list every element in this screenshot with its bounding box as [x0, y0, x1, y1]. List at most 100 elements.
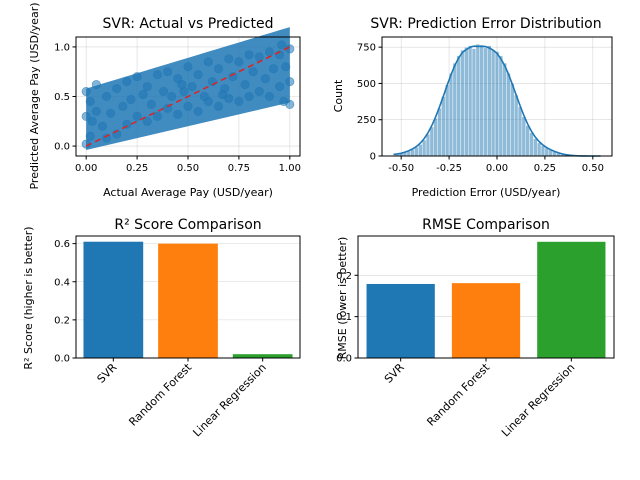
histogram-bar [514, 94, 519, 157]
scatter-point [102, 92, 112, 102]
histogram-bar [487, 45, 492, 157]
scatter-point [85, 96, 95, 106]
rmse-bar-svr [366, 283, 435, 358]
histogram-bar [483, 47, 488, 157]
scatter-y-axis-label: Predicted Average Pay (USD/year) [28, 2, 41, 189]
scatter-point [275, 82, 285, 92]
scatter-point [91, 80, 101, 90]
histogram-bar [533, 138, 538, 157]
scatter-point [234, 57, 244, 67]
histogram-title: SVR: Prediction Error Distribution [370, 16, 601, 32]
histogram-bar [479, 44, 484, 157]
histogram-bar [525, 125, 530, 157]
scatter-point [132, 111, 142, 121]
scatter-x-tick-label: 0.75 [228, 163, 250, 174]
scatter-point [132, 72, 142, 82]
r2-title: R² Score Comparison [114, 217, 261, 233]
r2-y-tick-label: 0.0 [54, 354, 70, 365]
r2-plot-frame [75, 235, 301, 359]
histogram-bar [491, 49, 496, 157]
rmse-plot-frame [357, 235, 615, 359]
rmse-y-tick-label: 0.2 [336, 271, 352, 282]
scatter-point [102, 133, 112, 143]
histogram-bar [456, 55, 461, 157]
histogram-bar [433, 118, 438, 157]
scatter-point [87, 116, 97, 126]
scatter-point [138, 90, 148, 100]
scatter-point [214, 64, 224, 74]
scatter-x-tick-label: 0.25 [126, 163, 148, 174]
scatter-point [106, 108, 116, 118]
histogram-bar [510, 83, 515, 157]
scatter-point [228, 72, 238, 82]
scatter-point [254, 52, 264, 62]
histogram-bar [521, 116, 526, 157]
histogram-bar [448, 73, 454, 157]
scatter-point [167, 92, 177, 102]
histogram-x-tick-label: 0.00 [486, 163, 508, 174]
scatter-point [183, 62, 193, 72]
rmse-title: RMSE Comparison [422, 217, 550, 233]
scatter-point [224, 54, 234, 64]
r2-bar-linear-regression [232, 354, 293, 358]
histogram-x-tick-label: 0.25 [534, 163, 556, 174]
histogram-x-tick-label: 0.50 [582, 163, 604, 174]
scatter-point [112, 84, 122, 94]
scatter-point [285, 77, 295, 87]
scatter-point [122, 77, 132, 87]
scatter-point [269, 64, 279, 74]
histogram-bar [529, 132, 534, 157]
r2-bar-svr [83, 241, 144, 358]
scatter-point [159, 87, 169, 97]
histogram-panel: SVR: Prediction Error Distribution Predi… [332, 16, 613, 199]
scatter-point [177, 80, 187, 90]
rmse-y-tick-label: 0.1 [336, 312, 352, 323]
histogram-y-tick-label: 750 [357, 43, 376, 54]
histogram-bar [475, 44, 480, 157]
scatter-point [122, 119, 132, 129]
scatter-x-tick-label: 0.00 [75, 163, 97, 174]
scatter-point [173, 109, 183, 119]
scatter-point [187, 82, 197, 92]
scatter-point [214, 101, 224, 111]
histogram-x-axis-label: Prediction Error (USD/year) [412, 186, 561, 199]
scatter-x-tick-label: 0.50 [177, 163, 199, 174]
scatter-point [183, 101, 193, 111]
scatter-point [142, 82, 152, 92]
histogram-bar [425, 134, 431, 157]
scatter-point [163, 67, 173, 77]
scatter-point [118, 101, 128, 111]
scatter-point [152, 70, 162, 80]
histogram-bar [429, 126, 434, 157]
r2-y-tick-label: 0.2 [54, 315, 70, 326]
histogram-bar [537, 142, 542, 157]
scatter-point [91, 106, 101, 116]
scatter-point [152, 111, 162, 121]
histogram-x-tick-label: -0.50 [388, 163, 414, 174]
scatter-point [264, 47, 274, 57]
histogram-bar [468, 45, 473, 157]
histogram-bar [494, 51, 500, 157]
scatter-point [264, 92, 274, 102]
histogram-bar [540, 145, 546, 157]
scatter-point [244, 92, 254, 102]
histogram-y-tick-label: 250 [357, 115, 376, 126]
histogram-bar [498, 55, 503, 157]
rmse-bar-linear-regression [537, 241, 606, 358]
scatter-x-axis-label: Actual Average Pay (USD/year) [103, 186, 273, 199]
scatter-point [142, 116, 152, 126]
histogram-bar [506, 73, 511, 157]
scatter-point [240, 80, 250, 90]
scatter-point [85, 131, 95, 141]
histogram-x-tick-label: -0.25 [436, 163, 462, 174]
scatter-point [193, 106, 203, 116]
rmse-bar-random-forest [451, 283, 521, 358]
rmse-y-tick-label: 0.0 [336, 354, 352, 365]
histogram-bar [437, 107, 442, 157]
scatter-panel: SVR: Actual vs Predicted Actual Average … [28, 2, 301, 199]
scatter-point [126, 94, 136, 104]
histogram-bar [464, 46, 469, 157]
scatter-y-tick-label: 1.0 [54, 42, 70, 53]
perfect-prediction-line [85, 46, 291, 147]
